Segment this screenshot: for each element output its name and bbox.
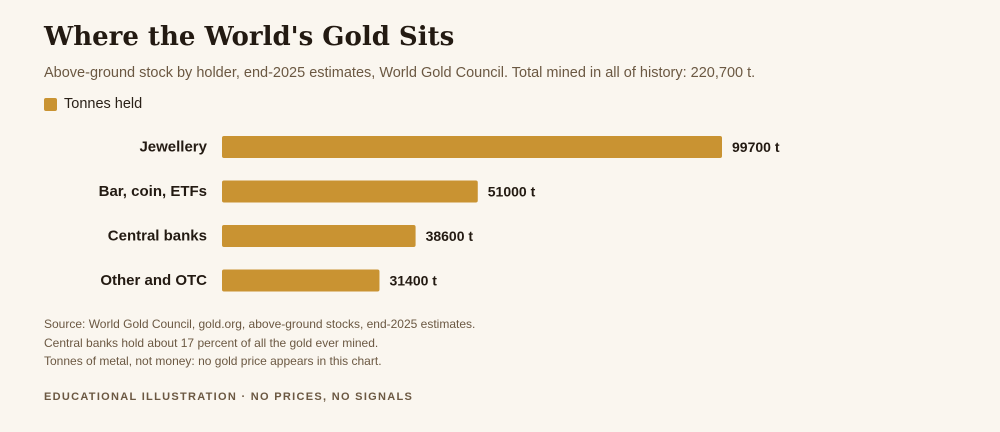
value-label: 38600 t — [426, 228, 474, 244]
value-label: 51000 t — [488, 184, 536, 200]
units-note: Tonnes of metal, not money: no gold pric… — [44, 354, 382, 368]
chart-title: Where the World's Gold Sits — [44, 22, 455, 52]
category-label: Bar, coin, ETFs — [99, 183, 207, 200]
legend: Tonnes held — [44, 96, 142, 112]
category-label: Other and OTC — [100, 272, 207, 289]
legend-swatch — [44, 97, 57, 111]
category-label: Central banks — [108, 228, 207, 245]
bar-chart: Jewellery 99700 t Bar, coin, ETFs 51000 t Ce… — [99, 136, 780, 292]
bar — [222, 225, 416, 247]
central-bank-note: Central banks hold about 17 percent of a… — [44, 335, 379, 350]
source-note: Source: World Gold Council, gold.org, ab… — [44, 317, 476, 331]
legend-label: Tonnes held — [64, 96, 143, 112]
value-label: 99700 t — [732, 139, 780, 155]
bar — [222, 136, 722, 158]
category-label: Jewellery — [139, 139, 207, 156]
bar — [222, 180, 478, 203]
source-notes: Source: World Gold Council, gold.org, ab… — [44, 315, 475, 371]
chart-subtitle: Above-ground stock by holder, end-2025 e… — [44, 65, 756, 81]
bar — [222, 269, 380, 292]
value-label: 31400 t — [389, 273, 437, 289]
footer-disclaimer: EDUCATIONAL ILLUSTRATION · NO PRICES, NO… — [44, 391, 414, 403]
